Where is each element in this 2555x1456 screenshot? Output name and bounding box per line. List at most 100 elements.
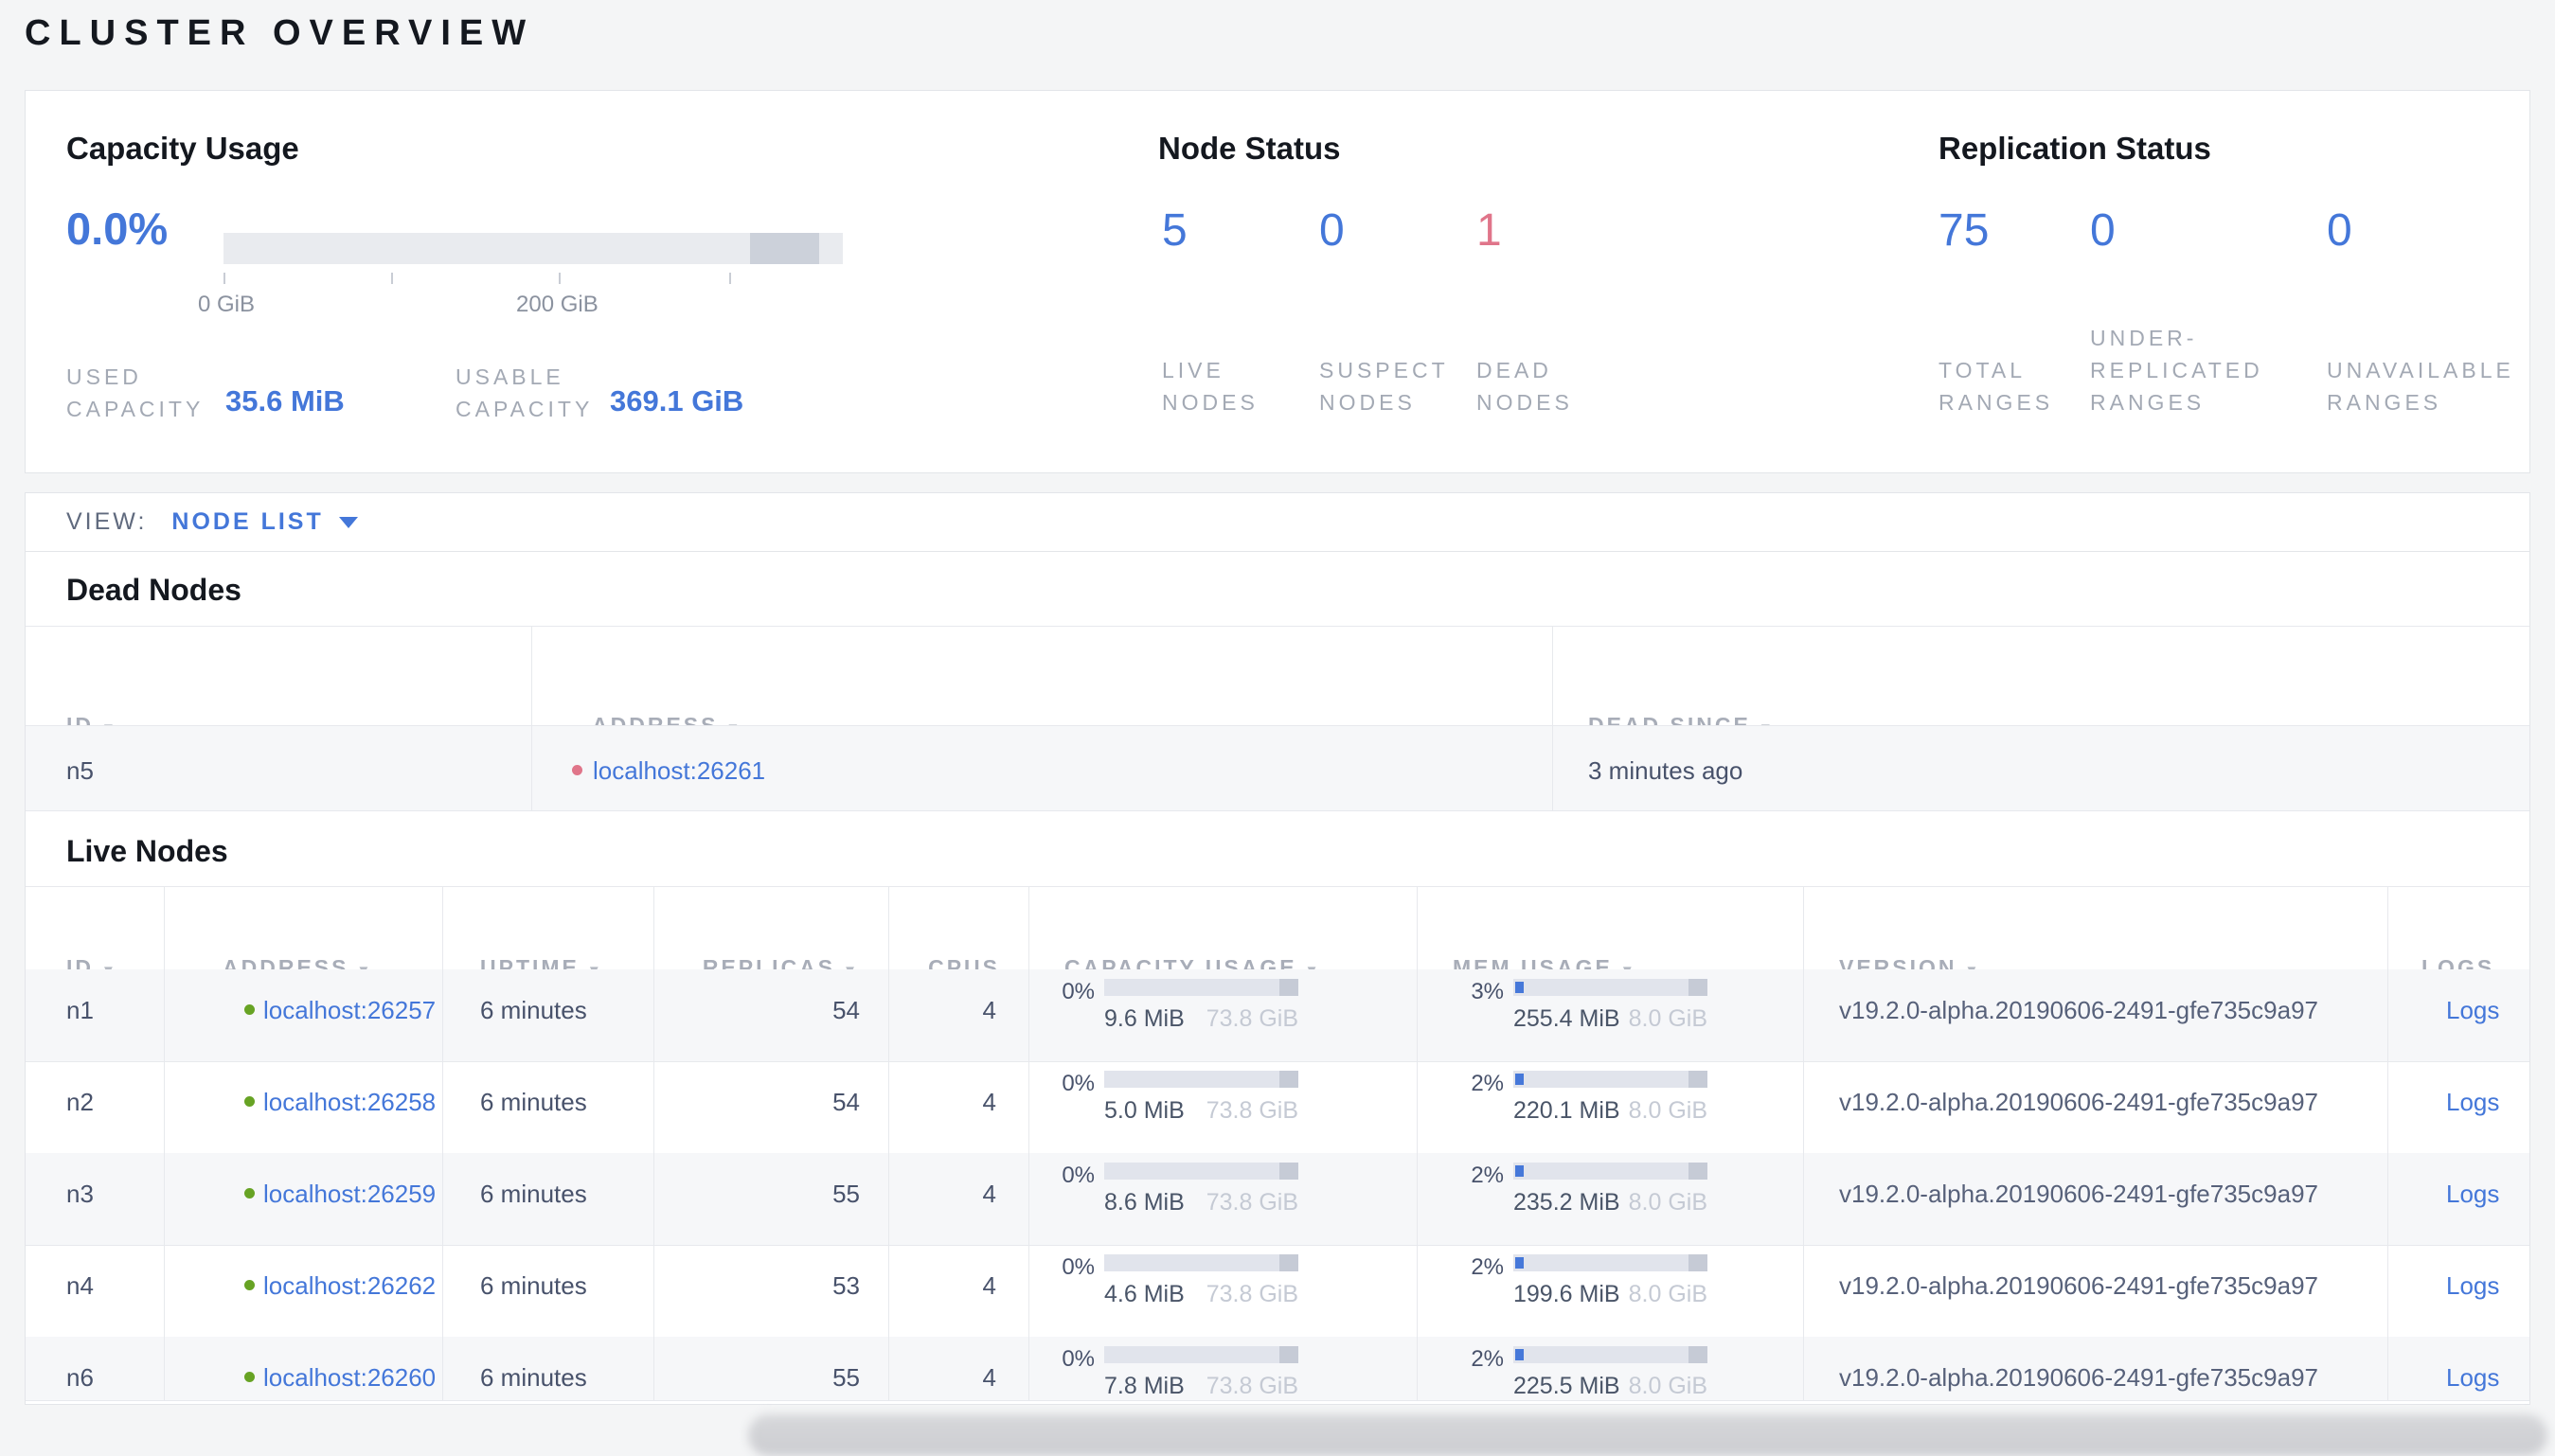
node-logs-link[interactable]: Logs — [2446, 1363, 2500, 1392]
dead-node-address-link[interactable]: localhost:26261 — [593, 756, 766, 785]
node-replicas: 54 — [832, 1088, 860, 1116]
mem-used: 235.2 MiB — [1513, 1189, 1620, 1216]
unavailable-count: 0 — [2327, 205, 2352, 256]
node-replicas: 55 — [832, 1363, 860, 1392]
live-nodes-title: Live Nodes — [66, 834, 228, 868]
node-logs-link[interactable]: Logs — [2446, 1088, 2500, 1116]
mem-total: 8.0 GiB — [1628, 1005, 1707, 1032]
node-replicas: 55 — [832, 1180, 860, 1208]
mem-pct: 3% — [1471, 979, 1504, 1004]
node-address-link[interactable]: localhost:26257 — [263, 996, 437, 1024]
capacity-total: 73.8 GiB — [1206, 1005, 1298, 1032]
node-address-link[interactable]: localhost:26260 — [263, 1363, 437, 1392]
capacity-total: 73.8 GiB — [1206, 1281, 1298, 1307]
divider — [26, 725, 2529, 726]
axis-label-0: 0 GiB — [198, 292, 256, 317]
usable-capacity-value: 369.1 GiB — [610, 384, 744, 417]
mem-pct: 2% — [1471, 1071, 1504, 1096]
divider — [26, 886, 2529, 887]
capacity-percent-value: 0.0% — [66, 204, 169, 254]
node-logs-link[interactable]: Logs — [2446, 996, 2500, 1024]
mem-total: 8.0 GiB — [1628, 1373, 1707, 1399]
replication-status-title: Replication Status — [1939, 131, 2211, 166]
usable-capacity-label: USABLE CAPACITY — [456, 364, 594, 421]
dead-nodes-count: 1 — [1476, 205, 1502, 256]
mem-pct: 2% — [1471, 1254, 1504, 1280]
used-capacity-label: USED CAPACITY — [66, 364, 205, 421]
under-replicated-label: UNDER-REPLICATED RANGES — [2090, 326, 2263, 415]
view-selected-value: NODE LIST — [171, 508, 324, 535]
mem-total: 8.0 GiB — [1628, 1097, 1707, 1124]
column-divider — [1803, 886, 1804, 1400]
capacity-pct: 0% — [1062, 1254, 1095, 1280]
axis-tick — [729, 273, 731, 284]
mem-bar-segment — [1688, 1346, 1707, 1363]
column-divider — [1028, 886, 1029, 1400]
dead-status-icon — [572, 765, 582, 775]
used-capacity-value: 35.6 MiB — [225, 384, 345, 417]
node-id: n1 — [66, 996, 94, 1024]
unavailable-label: UNAVAILABLE RANGES — [2327, 358, 2514, 415]
capacity-bar — [1104, 1163, 1298, 1180]
node-cpus: 4 — [982, 1363, 996, 1392]
capacity-total: 73.8 GiB — [1206, 1373, 1298, 1399]
mem-used: 225.5 MiB — [1513, 1373, 1620, 1399]
mem-values: 255.4 MiB 8.0 GiB — [1513, 1005, 1707, 1033]
capacity-used: 7.8 MiB — [1104, 1373, 1185, 1399]
divider — [26, 1061, 2529, 1062]
node-id: n6 — [66, 1363, 94, 1392]
mem-total: 8.0 GiB — [1628, 1281, 1707, 1307]
capacity-total: 73.8 GiB — [1206, 1189, 1298, 1216]
node-address-link[interactable]: localhost:26258 — [263, 1088, 437, 1116]
node-uptime: 6 minutes — [480, 1363, 587, 1392]
capacity-bar-segment — [1278, 979, 1298, 996]
chevron-down-icon — [338, 516, 358, 528]
live-status-icon — [244, 1280, 255, 1290]
node-uptime: 6 minutes — [480, 1271, 587, 1300]
cluster-summary-panel: Capacity Usage 0.0% 0 GiB 200 GiB USED C… — [25, 90, 2530, 473]
capacity-bar-segment — [1278, 1071, 1298, 1088]
capacity-used: 5.0 MiB — [1104, 1097, 1185, 1124]
mem-bar-fill — [1515, 1349, 1524, 1360]
mem-bar-segment — [1688, 1071, 1707, 1088]
node-list-panel: VIEW: NODE LIST Dead Nodes ID▼ ADDRESS▼ … — [25, 492, 2530, 1405]
total-ranges-count: 75 — [1939, 205, 1990, 256]
node-logs-link[interactable]: Logs — [2446, 1180, 2500, 1208]
node-cpus: 4 — [982, 996, 996, 1024]
node-status-title: Node Status — [1158, 131, 1341, 166]
node-uptime: 6 minutes — [480, 1180, 587, 1208]
capacity-pct: 0% — [1062, 1071, 1095, 1096]
capacity-values: 7.8 MiB 73.8 GiB — [1104, 1373, 1298, 1400]
dead-node-id: n5 — [66, 756, 94, 785]
capacity-usage-bar — [223, 233, 843, 264]
capacity-bar-segment — [749, 233, 820, 264]
node-id: n4 — [66, 1271, 94, 1300]
live-nodes-count: 5 — [1162, 205, 1188, 256]
suspect-nodes-count: 0 — [1319, 205, 1345, 256]
node-version: v19.2.0-alpha.20190606-2491-gfe735c9a97 — [1839, 1088, 2318, 1116]
capacity-pct: 0% — [1062, 1346, 1095, 1372]
node-address-link[interactable]: localhost:26262 — [263, 1271, 437, 1300]
divider — [26, 626, 2529, 627]
capacity-pct: 0% — [1062, 1163, 1095, 1188]
node-address-link[interactable]: localhost:26259 — [263, 1180, 437, 1208]
live-nodes-label: LIVE NODES — [1162, 358, 1259, 415]
capacity-used: 8.6 MiB — [1104, 1189, 1185, 1216]
mem-bar-fill — [1515, 1165, 1524, 1177]
node-cpus: 4 — [982, 1088, 996, 1116]
node-version: v19.2.0-alpha.20190606-2491-gfe735c9a97 — [1839, 1363, 2318, 1392]
live-status-icon — [244, 1004, 255, 1015]
total-ranges-label: TOTAL RANGES — [1939, 358, 2054, 415]
capacity-bar — [1104, 1346, 1298, 1363]
view-selector-dropdown[interactable]: NODE LIST — [171, 508, 358, 536]
mem-bar-fill — [1515, 1257, 1524, 1269]
capacity-pct: 0% — [1062, 979, 1095, 1004]
node-cpus: 4 — [982, 1180, 996, 1208]
capacity-bar-segment — [1278, 1163, 1298, 1180]
mem-bar — [1513, 1254, 1707, 1271]
node-logs-link[interactable]: Logs — [2446, 1271, 2500, 1300]
column-divider — [653, 886, 654, 1400]
capacity-bar-segment — [1278, 1346, 1298, 1363]
bottom-shadow — [748, 1414, 2547, 1456]
node-version: v19.2.0-alpha.20190606-2491-gfe735c9a97 — [1839, 1180, 2318, 1208]
